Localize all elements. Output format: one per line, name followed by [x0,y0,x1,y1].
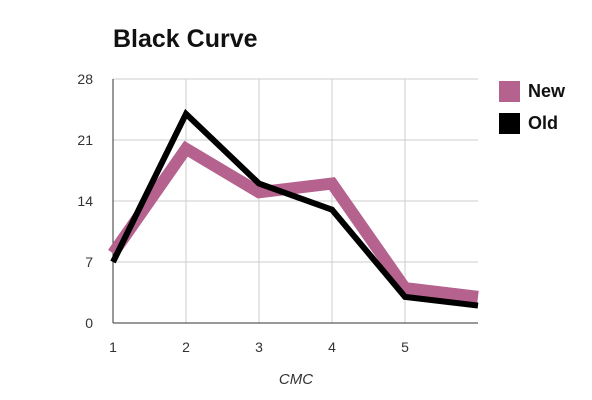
series-line-new [108,140,479,303]
x-tick-label: 1 [109,339,117,355]
legend: New Old [499,75,565,139]
series-line-old [110,108,479,309]
legend-item-new: New [499,75,565,107]
x-tick-label: 5 [401,339,409,355]
y-tick-label: 28 [77,71,93,87]
y-tick-label: 21 [77,132,93,148]
legend-swatch-old [499,112,520,134]
y-tick-label: 0 [85,315,93,331]
series-lines [108,108,479,309]
axes [112,79,478,324]
legend-label-old: Old [528,112,558,133]
x-tick-label: 2 [182,339,190,355]
chart-title: Black Curve [113,25,258,53]
y-tick-label: 14 [77,193,93,209]
x-tick-label: 4 [328,339,336,355]
legend-swatch-new [499,80,520,102]
x-axis-title: CMC [279,371,313,388]
legend-item-old: Old [499,107,565,139]
legend-label-new: New [528,80,566,101]
tick-labels: 0 7 14 21 28 1 2 3 4 5 [77,71,409,355]
x-tick-label: 3 [255,339,263,355]
y-tick-label: 7 [85,254,93,270]
